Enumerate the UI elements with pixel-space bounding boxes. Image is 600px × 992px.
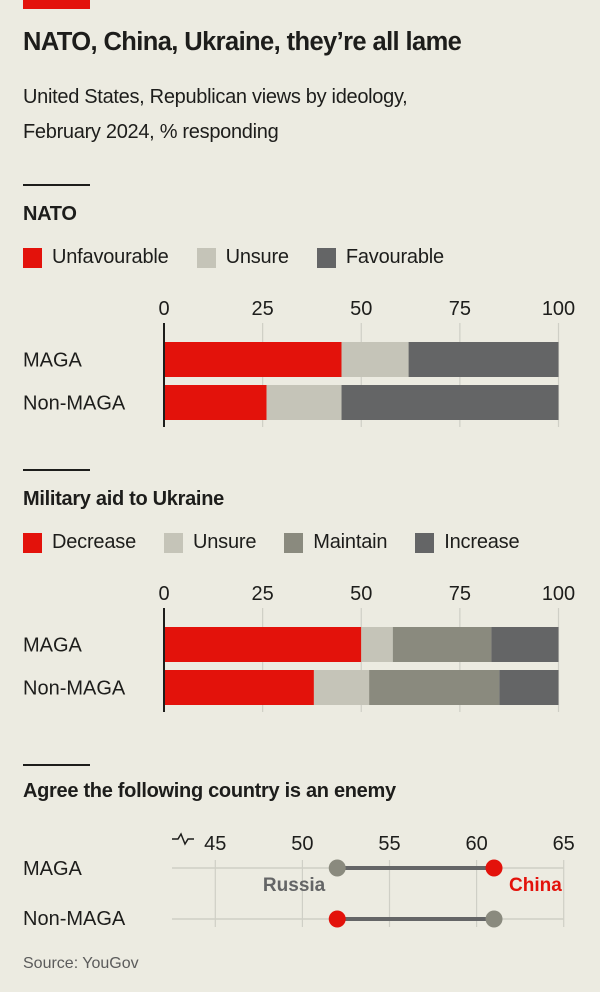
legend-item-unsure: Unsure — [164, 531, 256, 554]
ukraine-chart: 0 25 50 75 100 MAGA Non-MAGA — [23, 583, 575, 712]
x-tick-label: 25 — [252, 583, 274, 605]
dot-china — [328, 910, 346, 928]
legend-swatch — [316, 247, 336, 268]
category-label: Non-MAGA — [23, 393, 126, 415]
legend-item-unfavourable: Unfavourable — [23, 246, 169, 269]
legend-item-maintain: Maintain — [284, 531, 387, 554]
enemy-chart: 45 50 55 60 65 MAGA Non-MAGA Russia China — [23, 832, 575, 930]
x-tick-label: 50 — [350, 298, 372, 320]
section-rule-enemy — [23, 764, 90, 766]
x-tick-label: 45 — [204, 833, 226, 855]
subtitle-line-2: February 2024, % responding — [23, 121, 279, 143]
x-tick-label: 50 — [291, 833, 313, 855]
legend-label: Unsure — [225, 246, 289, 268]
annotation-russia: Russia — [263, 875, 326, 896]
section-rule-ukraine — [23, 469, 90, 471]
legend-item-decrease: Decrease — [23, 531, 136, 554]
bar-segment-unsure — [341, 342, 409, 377]
nato-chart: 0 25 50 75 100 MAGA Non-MAGA — [23, 298, 575, 427]
category-label: MAGA — [23, 858, 83, 880]
bar-segment-favourable — [408, 342, 559, 377]
x-tick-label: 100 — [542, 298, 575, 320]
chart-title: NATO, China, Ukraine, they’re all lame — [23, 28, 462, 56]
legend-label: Favourable — [345, 246, 444, 268]
bar-segment-maintain — [392, 627, 492, 662]
x-tick-label: 100 — [542, 583, 575, 605]
dot-russia — [328, 859, 346, 877]
bar-segment-increase — [499, 670, 559, 705]
category-label: MAGA — [23, 635, 83, 657]
legend-swatch — [23, 247, 42, 268]
bar-segment-decrease — [164, 670, 314, 705]
legend-swatch — [196, 247, 216, 268]
legend-item-favourable: Favourable — [316, 246, 444, 269]
x-tick-label: 75 — [449, 298, 471, 320]
section-rule-nato — [23, 184, 90, 186]
brand-tag — [23, 0, 90, 9]
legend-swatch — [23, 532, 42, 553]
x-tick-label: 25 — [252, 298, 274, 320]
legend-swatch — [164, 532, 183, 553]
legend-swatch — [415, 532, 435, 553]
dot-china — [485, 859, 503, 877]
enemy-title: Agree the following country is an enemy — [23, 780, 396, 802]
x-tick-label: 50 — [350, 583, 372, 605]
bar-segment-maintain — [369, 670, 500, 705]
x-tick-label: 75 — [449, 583, 471, 605]
category-label: Non-MAGA — [23, 908, 126, 930]
legend-label: Decrease — [52, 531, 136, 553]
annotation-china: China — [509, 875, 562, 896]
dot-russia — [485, 910, 503, 928]
x-tick-label: 0 — [158, 583, 169, 605]
x-tick-label: 65 — [553, 833, 575, 855]
ukraine-title: Military aid to Ukraine — [23, 488, 224, 510]
bar-segment-favourable — [341, 385, 559, 420]
bar-segment-unsure — [266, 385, 342, 420]
subtitle-line-1: United States, Republican views by ideol… — [23, 86, 408, 108]
category-label: MAGA — [23, 350, 83, 372]
x-tick-label: 60 — [465, 833, 487, 855]
category-label: Non-MAGA — [23, 678, 126, 700]
bar-segment-unfavourable — [164, 342, 342, 377]
bar-segment-unsure — [313, 670, 370, 705]
legend-label: Maintain — [313, 531, 388, 553]
legend-swatch — [284, 532, 304, 553]
ukraine-legend: Decrease Unsure Maintain Increase — [23, 531, 547, 554]
legend-label: Unfavourable — [52, 246, 169, 268]
legend-label: Unsure — [193, 531, 257, 553]
x-tick-label: 55 — [378, 833, 400, 855]
legend-item-unsure: Unsure — [196, 246, 289, 269]
legend-item-increase: Increase — [415, 531, 520, 554]
chart-subtitle: United States, Republican views by ideol… — [23, 80, 408, 150]
bar-segment-unfavourable — [164, 385, 267, 420]
bar-segment-unsure — [361, 627, 393, 662]
bar-segment-increase — [491, 627, 559, 662]
axis-break-icon — [172, 832, 194, 846]
bar-segment-decrease — [164, 627, 362, 662]
nato-title: NATO — [23, 203, 77, 225]
legend-label: Increase — [444, 531, 520, 553]
source-note: Source: YouGov — [23, 955, 139, 972]
nato-legend: Unfavourable Unsure Favourable — [23, 246, 472, 269]
x-tick-label: 0 — [158, 298, 169, 320]
